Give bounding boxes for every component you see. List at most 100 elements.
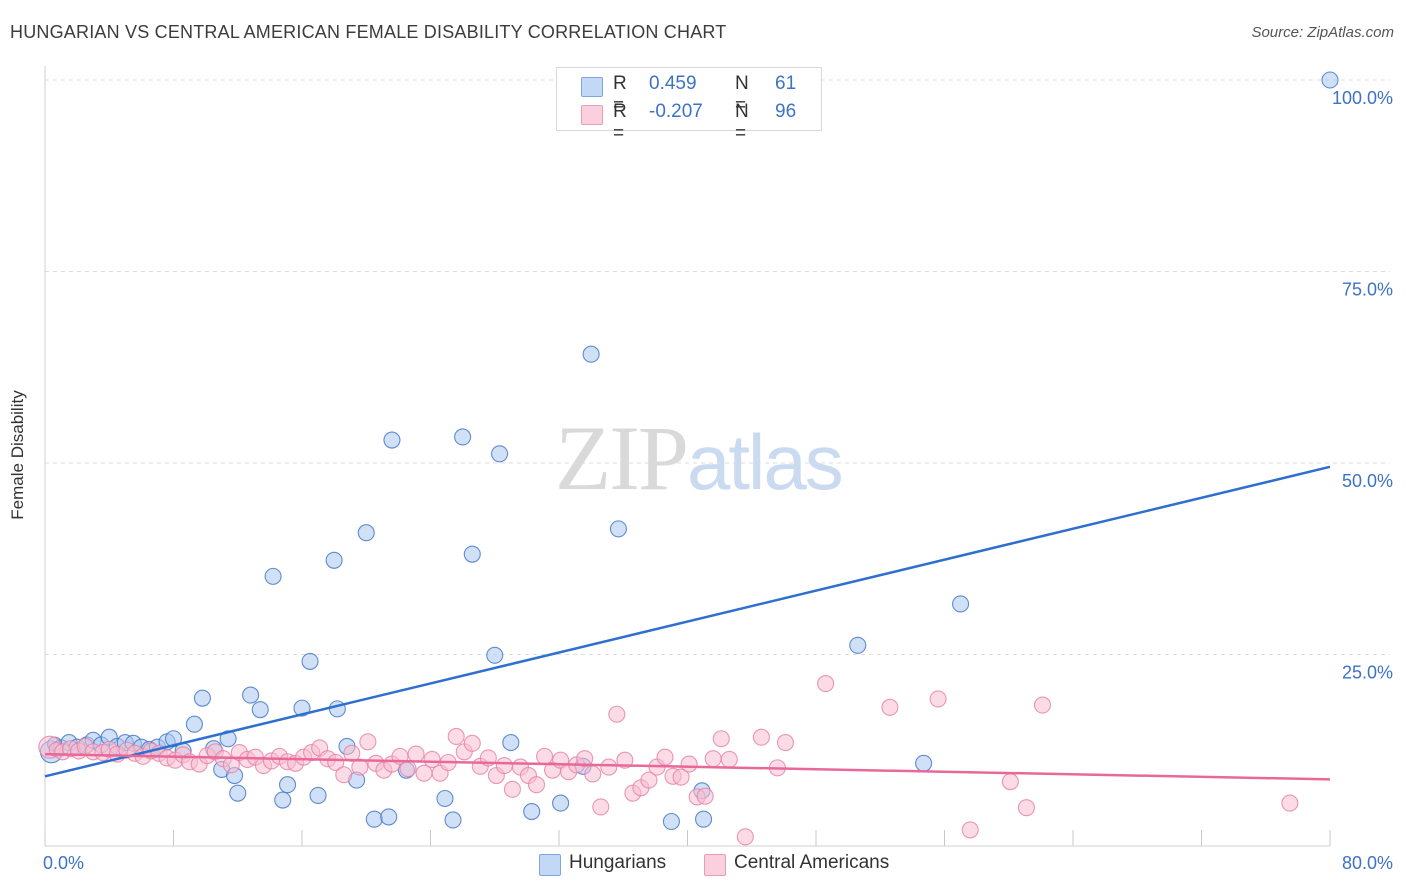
stats-swatch-pink bbox=[581, 105, 603, 125]
stat-n-label: N = bbox=[735, 73, 749, 116]
point-hungarians bbox=[357, 524, 375, 542]
point-central-americans bbox=[704, 750, 722, 768]
x-tick-label: 80.0% bbox=[1342, 853, 1393, 873]
point-central-americans bbox=[1017, 799, 1035, 817]
point-hungarians bbox=[436, 789, 454, 808]
point-hungarians bbox=[185, 715, 203, 733]
point-central-americans bbox=[447, 727, 465, 746]
point-hungarians bbox=[552, 794, 570, 812]
point-central-americans bbox=[672, 768, 690, 786]
stat-n-value: 61 bbox=[775, 73, 797, 94]
point-hungarians bbox=[523, 802, 541, 821]
watermark-atlas: atlas bbox=[687, 418, 844, 506]
point-central-americans bbox=[776, 734, 795, 752]
point-central-americans bbox=[752, 728, 770, 746]
watermark: ZIPatlas bbox=[555, 405, 844, 511]
point-central-americans bbox=[584, 765, 602, 783]
stat-r-value: -0.207 bbox=[649, 101, 703, 122]
chart-source: Source: ZipAtlas.com bbox=[1251, 24, 1394, 41]
point-hungarians bbox=[383, 431, 401, 449]
point-central-americans bbox=[399, 760, 417, 778]
trend-line-hungarians bbox=[44, 465, 1331, 778]
point-central-americans bbox=[1001, 773, 1019, 791]
point-hungarians bbox=[1321, 71, 1339, 89]
legend-label: Central Americans bbox=[734, 852, 890, 873]
stats-swatch-blue bbox=[581, 77, 603, 97]
point-hungarians bbox=[486, 646, 504, 664]
stat-n-value: 96 bbox=[775, 101, 797, 122]
stat-r-value: 0.459 bbox=[649, 73, 697, 94]
correlation-stats-box: R = 0.459 N = 61 R = -0.207 N = 96 bbox=[556, 67, 822, 144]
point-central-americans bbox=[881, 698, 899, 716]
point-central-americans bbox=[527, 776, 546, 794]
point-central-americans bbox=[817, 675, 835, 693]
point-hungarians bbox=[915, 754, 933, 772]
trend-lines bbox=[44, 465, 1331, 781]
point-central-americans bbox=[712, 730, 730, 748]
point-hungarians bbox=[502, 734, 520, 752]
x-tick-label: 0.0% bbox=[43, 853, 84, 873]
chart-legend: Hungarians Central Americans bbox=[0, 852, 1406, 878]
stat-r-label: R = bbox=[613, 101, 627, 144]
point-central-americans bbox=[576, 750, 594, 768]
point-hungarians bbox=[609, 520, 627, 538]
point-central-americans bbox=[736, 828, 754, 846]
point-hungarians bbox=[242, 686, 260, 704]
data-points bbox=[38, 71, 1339, 846]
point-hungarians bbox=[278, 776, 297, 794]
point-central-americans bbox=[961, 821, 979, 839]
stat-r-label: R = bbox=[613, 73, 627, 116]
point-central-americans bbox=[929, 690, 947, 708]
point-central-americans bbox=[1281, 794, 1299, 812]
y-tick-label: 25.0% bbox=[1342, 663, 1393, 683]
point-central-americans bbox=[656, 748, 674, 766]
point-central-americans bbox=[503, 780, 521, 798]
point-hungarians bbox=[293, 699, 311, 717]
y-tick-label: 75.0% bbox=[1342, 280, 1393, 300]
point-hungarians bbox=[695, 810, 713, 828]
point-hungarians bbox=[952, 595, 970, 613]
point-hungarians bbox=[309, 786, 327, 804]
point-hungarians bbox=[264, 567, 282, 585]
legend-swatch-pink bbox=[704, 854, 726, 876]
point-central-americans bbox=[720, 750, 738, 768]
point-central-americans bbox=[680, 755, 698, 773]
point-hungarians bbox=[219, 730, 237, 748]
stat-n-label: N = bbox=[735, 101, 749, 144]
point-central-americans bbox=[600, 758, 618, 776]
point-central-americans bbox=[407, 745, 425, 763]
point-hungarians bbox=[662, 812, 680, 831]
point-hungarians bbox=[325, 551, 343, 569]
y-tick-label: 100.0% bbox=[1332, 88, 1393, 108]
point-hungarians bbox=[454, 428, 472, 446]
point-central-americans bbox=[592, 798, 610, 816]
point-hungarians bbox=[164, 730, 183, 748]
chart-title: HUNGARIAN VS CENTRAL AMERICAN FEMALE DIS… bbox=[10, 22, 727, 42]
trend-line-central-americans bbox=[44, 752, 1331, 781]
point-hungarians bbox=[251, 701, 269, 719]
point-hungarians bbox=[365, 810, 383, 828]
point-central-americans bbox=[495, 757, 513, 775]
point-central-americans bbox=[463, 734, 481, 752]
point-hungarians bbox=[582, 345, 600, 363]
point-central-americans bbox=[696, 787, 714, 805]
point-central-americans bbox=[423, 750, 441, 768]
tick-labels: 25.0% 50.0% 75.0% 100.0% 0.0% 80.0% bbox=[43, 88, 1393, 873]
point-central-americans bbox=[608, 705, 626, 723]
point-hungarians bbox=[380, 808, 398, 826]
legend-swatch-blue bbox=[539, 854, 561, 876]
point-hungarians bbox=[274, 791, 292, 809]
point-hungarians bbox=[491, 445, 509, 463]
gridlines bbox=[45, 79, 1390, 655]
point-hungarians bbox=[849, 636, 867, 654]
point-hungarians bbox=[444, 811, 462, 829]
point-central-americans bbox=[640, 771, 658, 789]
axes bbox=[44, 66, 1331, 847]
point-hungarians bbox=[463, 545, 481, 563]
point-hungarians bbox=[193, 689, 211, 707]
legend-label: Hungarians bbox=[569, 852, 667, 873]
y-tick-label: 50.0% bbox=[1342, 471, 1393, 491]
point-central-americans bbox=[335, 766, 353, 784]
point-central-americans bbox=[1033, 696, 1052, 714]
